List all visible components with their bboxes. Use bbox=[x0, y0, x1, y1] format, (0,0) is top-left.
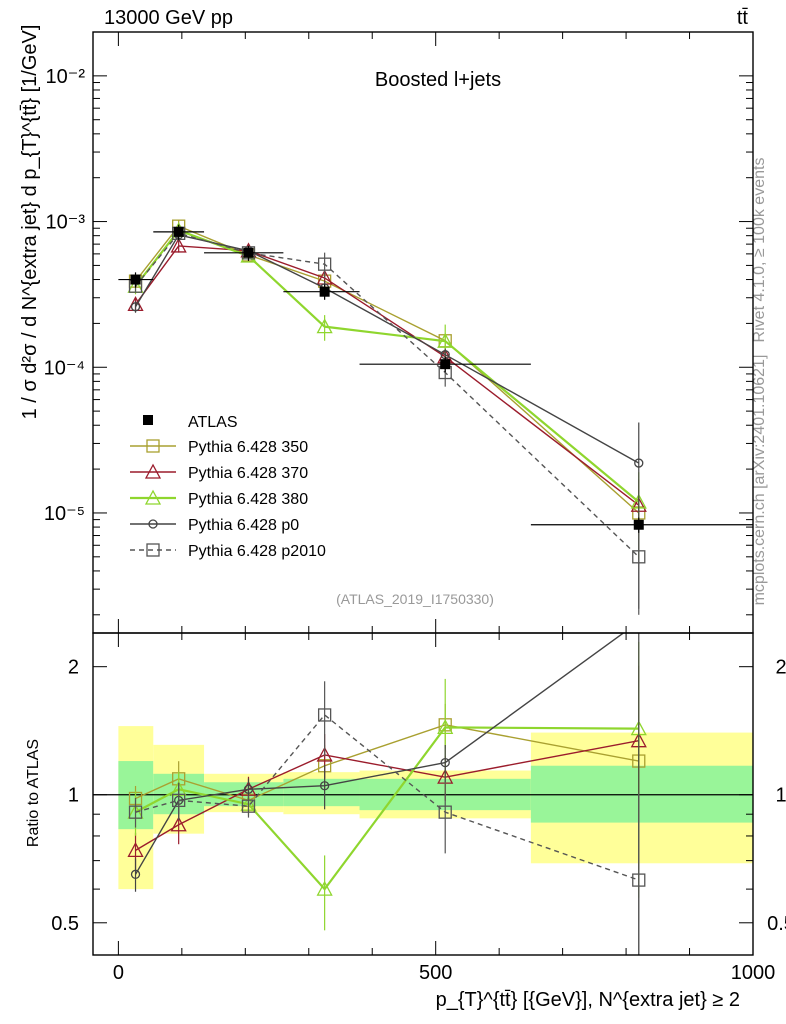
x-axis-label: p_{T}^{tt̄} [{GeV}], N^{extra jet} ≥ 2 bbox=[436, 989, 740, 1011]
y-tick-label-main: 10⁻³ bbox=[46, 212, 86, 234]
series-pythia-6-428-p0-line bbox=[134, 234, 640, 464]
series-pythia-6-428-370-ratio-point bbox=[316, 746, 333, 762]
series-pythia-6-428-370-ratio-point bbox=[170, 816, 187, 832]
legend-marker bbox=[144, 463, 162, 479]
x-tick-label: 1000 bbox=[731, 962, 776, 984]
atlas-point bbox=[173, 226, 184, 237]
x-tick-label: 500 bbox=[419, 962, 452, 984]
series-pythia-6-428-p0-ratio-point bbox=[635, 618, 643, 626]
series-pythia-6-428-380-ratio-point bbox=[316, 880, 333, 896]
analysis-tag: (ATLAS_2019_I1750330) bbox=[336, 591, 494, 607]
series-pythia-6-428-p2010-point bbox=[317, 257, 332, 271]
y-tick-label-ratio-left: 2 bbox=[68, 657, 79, 679]
main-series-group bbox=[127, 219, 647, 615]
y-tick-label-ratio-left: 1 bbox=[68, 785, 79, 807]
legend-marker bbox=[146, 439, 160, 453]
series-pythia-6-428-380-point bbox=[316, 318, 333, 334]
series-pythia-6-428-p0-ratio-point bbox=[440, 757, 450, 768]
series-pythia-6-428-380-line bbox=[134, 229, 640, 503]
series-pythia-6-428-p0-ratio-point bbox=[319, 781, 330, 791]
series-pythia-6-428-380-ratio-line bbox=[135, 726, 639, 891]
atlas-point bbox=[319, 286, 330, 297]
series-pythia-6-428-p2010-ratio-point bbox=[438, 805, 452, 819]
series-pythia-6-428-350-ratio-line bbox=[135, 724, 639, 802]
series-pythia-6-428-370-line bbox=[134, 245, 640, 506]
plot-title: Boosted l+jets bbox=[375, 69, 501, 91]
series-pythia-6-428-380-point bbox=[437, 332, 454, 348]
energy-label: 13000 GeV pp bbox=[104, 7, 233, 29]
series-pythia-6-428-p0-ratio-line bbox=[134, 633, 625, 875]
series-pythia-6-428-p0-ratio-point bbox=[130, 869, 141, 879]
legend-marker bbox=[148, 519, 158, 529]
legend-label: Pythia 6.428 p0 bbox=[188, 517, 299, 534]
legend-marker bbox=[146, 543, 160, 557]
series-pythia-6-428-p2010-ratio-point bbox=[128, 805, 143, 819]
atlas-data-group bbox=[118, 224, 753, 533]
rivet-version-label: Rivet 4.1.0, ≥ 100k events bbox=[751, 158, 768, 343]
y-tick-label-ratio-right: 1 bbox=[775, 785, 786, 807]
y-tick-label-ratio-left: 0.5 bbox=[51, 913, 79, 935]
series-pythia-6-428-380-ratio-point bbox=[437, 719, 454, 735]
axes-group: 0 500 1000 10⁻² 10⁻³ 10⁻⁴ 10⁻⁵ 0.5 0.5 1 1 2 2 bbox=[44, 31, 786, 984]
series-pythia-6-428-370-ratio-line bbox=[135, 739, 639, 851]
mcplots-label: mcplots.cern.ch [arXiv:2401.10621] bbox=[751, 355, 768, 606]
series-pythia-6-428-p0-ratio-point bbox=[243, 784, 254, 794]
series-pythia-6-428-350-line bbox=[134, 225, 640, 514]
main-y-axis-label: 1 / σ d²σ / d N^{extra jet} d p_{T}^{tt̄… bbox=[19, 25, 41, 420]
series-pythia-6-428-p2010-ratio-point bbox=[172, 793, 186, 808]
series-pythia-6-428-p2010-ratio-line bbox=[135, 713, 640, 881]
legend-label: Pythia 6.428 350 bbox=[188, 439, 308, 456]
atlas-point bbox=[243, 247, 254, 258]
series-pythia-6-428-p2010-ratio-point bbox=[317, 708, 332, 722]
ratio-frame bbox=[92, 632, 754, 956]
legend-marker bbox=[144, 489, 162, 505]
process-label: tt̄ bbox=[737, 7, 749, 29]
series-pythia-6-428-p2010-ratio-point bbox=[241, 799, 256, 813]
series-pythia-6-428-p0-point bbox=[634, 458, 644, 468]
y-tick-label-main: 10⁻⁴ bbox=[44, 357, 85, 379]
y-tick-label-ratio-right: 0.5 bbox=[767, 913, 786, 935]
atlas-point bbox=[130, 274, 141, 285]
atlas-point bbox=[633, 519, 644, 530]
y-tick-label-ratio-right: 2 bbox=[775, 657, 786, 679]
series-pythia-6-428-p2010-ratio-point bbox=[632, 873, 646, 887]
legend-label: Pythia 6.428 370 bbox=[188, 465, 308, 482]
series-pythia-6-428-370-ratio-point bbox=[127, 841, 144, 858]
x-tick-label: 0 bbox=[113, 962, 124, 984]
legend-label: Pythia 6.428 380 bbox=[188, 491, 308, 508]
atlas-point bbox=[440, 359, 451, 370]
y-tick-label-main: 10⁻² bbox=[46, 66, 86, 88]
ratio-y-axis-label: Ratio to ATLAS bbox=[25, 739, 42, 847]
series-pythia-6-428-p0-point bbox=[130, 302, 141, 312]
series-pythia-6-428-370-point bbox=[170, 237, 187, 253]
legend-atlas-label: ATLAS bbox=[188, 414, 238, 431]
series-pythia-6-428-p2010-line bbox=[134, 232, 640, 558]
ratio-series-group bbox=[127, 618, 647, 955]
legend-atlas-marker bbox=[143, 415, 153, 425]
legend-label: Pythia 6.428 p2010 bbox=[188, 543, 326, 560]
y-tick-label-main: 10⁻⁵ bbox=[44, 503, 85, 525]
legend: ATLAS Pythia 6.428 350 Pythia 6.428 370 Pyt… bbox=[130, 414, 326, 560]
series-pythia-6-428-p2010-point bbox=[632, 550, 646, 564]
